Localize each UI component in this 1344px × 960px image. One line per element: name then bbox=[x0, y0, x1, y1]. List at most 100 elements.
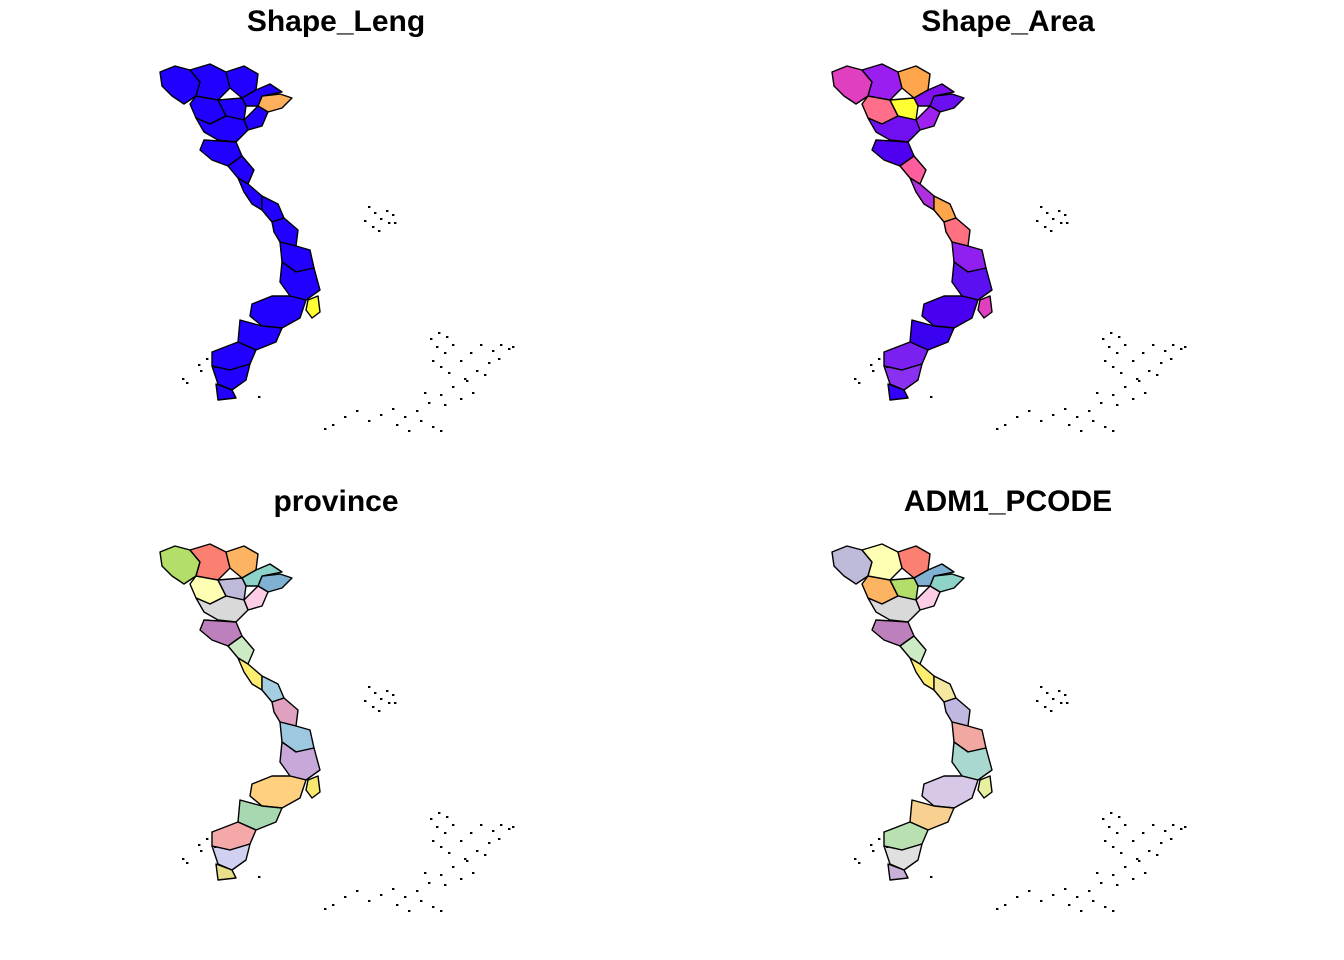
island-dot bbox=[380, 414, 383, 416]
island-dot bbox=[1092, 420, 1095, 422]
island-dot bbox=[466, 380, 469, 382]
island-dot bbox=[1068, 424, 1071, 426]
island-dot bbox=[440, 874, 443, 876]
island-dot bbox=[480, 344, 483, 346]
province-layer bbox=[831, 63, 993, 401]
province-polygon bbox=[271, 217, 299, 247]
province-polygon bbox=[217, 577, 247, 601]
island-dot bbox=[420, 900, 423, 902]
island-dot bbox=[1102, 818, 1105, 820]
island-dot bbox=[368, 686, 371, 688]
island-dot bbox=[1142, 832, 1145, 834]
province-polygon bbox=[211, 363, 251, 391]
island-dot bbox=[1108, 346, 1111, 348]
island-dot bbox=[394, 222, 397, 224]
island-dot bbox=[332, 424, 335, 426]
island-dot bbox=[446, 816, 449, 818]
island-dot bbox=[508, 828, 511, 830]
panel-adm1-pcode: ADM1_PCODE bbox=[672, 480, 1344, 960]
province-polygon bbox=[883, 843, 923, 871]
province-polygon bbox=[977, 295, 993, 319]
vietnam-map bbox=[159, 543, 515, 912]
island-dot bbox=[392, 694, 395, 696]
island-dot bbox=[368, 900, 371, 902]
island-dot bbox=[432, 840, 435, 842]
island-dot bbox=[186, 382, 189, 384]
island-dot bbox=[356, 410, 359, 412]
island-dot bbox=[464, 378, 467, 380]
island-dot bbox=[1160, 362, 1163, 364]
island-dot bbox=[448, 852, 451, 854]
island-layer bbox=[182, 206, 515, 432]
island-dot bbox=[1124, 386, 1127, 388]
island-dot bbox=[1088, 410, 1091, 412]
island-dot bbox=[1016, 896, 1019, 898]
island-dot bbox=[1164, 350, 1167, 352]
island-dot bbox=[872, 370, 875, 372]
island-dot bbox=[1050, 230, 1053, 232]
province-polygon bbox=[227, 635, 255, 665]
island-dot bbox=[444, 884, 447, 886]
island-dot bbox=[424, 392, 427, 394]
province-polygon bbox=[921, 775, 979, 809]
island-dot bbox=[416, 890, 419, 892]
island-dot bbox=[364, 700, 367, 702]
island-dot bbox=[1044, 706, 1047, 708]
island-dot bbox=[488, 362, 491, 364]
island-dot bbox=[186, 862, 189, 864]
island-dot bbox=[1132, 878, 1135, 880]
island-dot bbox=[498, 838, 501, 840]
island-dot bbox=[258, 876, 261, 878]
province-layer bbox=[159, 543, 321, 881]
island-dot bbox=[1112, 430, 1115, 432]
island-dot bbox=[440, 846, 443, 848]
island-dot bbox=[430, 818, 433, 820]
island-dot bbox=[930, 396, 933, 398]
island-dot bbox=[470, 352, 473, 354]
island-dot bbox=[428, 402, 431, 404]
island-dot bbox=[380, 698, 383, 700]
island-dot bbox=[996, 908, 999, 910]
island-dot bbox=[432, 906, 435, 908]
province-polygon bbox=[261, 195, 285, 223]
province-polygon bbox=[237, 657, 263, 691]
island-dot bbox=[1120, 852, 1123, 854]
island-dot bbox=[1044, 226, 1047, 228]
island-dot bbox=[344, 896, 347, 898]
island-dot bbox=[1170, 358, 1173, 360]
island-dot bbox=[432, 360, 435, 362]
island-dot bbox=[512, 346, 515, 348]
island-dot bbox=[1184, 826, 1187, 828]
island-dot bbox=[388, 702, 391, 704]
island-dot bbox=[1040, 420, 1043, 422]
island-dot bbox=[1116, 352, 1119, 354]
island-dot bbox=[452, 824, 455, 826]
island-dot bbox=[1138, 380, 1141, 382]
island-dot bbox=[378, 230, 381, 232]
island-dot bbox=[1104, 906, 1107, 908]
island-dot bbox=[460, 360, 463, 362]
island-dot bbox=[1064, 694, 1067, 696]
island-dot bbox=[1060, 222, 1063, 224]
island-dot bbox=[374, 212, 377, 214]
island-dot bbox=[206, 358, 209, 360]
island-dot bbox=[1148, 370, 1151, 372]
island-dot bbox=[1100, 882, 1103, 884]
island-dot bbox=[484, 374, 487, 376]
island-dot bbox=[1040, 686, 1043, 688]
island-dot bbox=[1180, 348, 1183, 350]
island-dot bbox=[364, 220, 367, 222]
island-dot bbox=[452, 344, 455, 346]
island-dot bbox=[1068, 904, 1071, 906]
island-dot bbox=[1096, 392, 1099, 394]
island-dot bbox=[368, 420, 371, 422]
province-polygon bbox=[271, 697, 299, 727]
province-polygon bbox=[887, 383, 909, 401]
island-dot bbox=[1180, 828, 1183, 830]
island-dot bbox=[1028, 890, 1031, 892]
island-dot bbox=[1124, 824, 1127, 826]
island-dot bbox=[444, 832, 447, 834]
province-polygon bbox=[261, 675, 285, 703]
province-polygon bbox=[237, 177, 263, 211]
island-dot bbox=[1036, 220, 1039, 222]
